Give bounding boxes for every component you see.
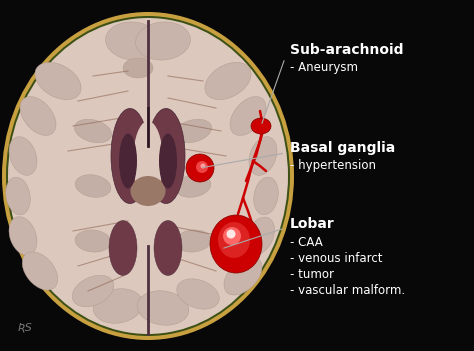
Ellipse shape bbox=[175, 230, 211, 252]
Ellipse shape bbox=[75, 175, 111, 197]
Ellipse shape bbox=[93, 289, 143, 323]
Ellipse shape bbox=[177, 279, 219, 309]
Text: - venous infarct: - venous infarct bbox=[290, 252, 383, 265]
Ellipse shape bbox=[196, 161, 208, 173]
Ellipse shape bbox=[9, 217, 37, 255]
Ellipse shape bbox=[119, 133, 137, 188]
Ellipse shape bbox=[75, 230, 111, 252]
Ellipse shape bbox=[123, 58, 153, 78]
Ellipse shape bbox=[72, 275, 114, 307]
Ellipse shape bbox=[254, 177, 278, 215]
Ellipse shape bbox=[74, 119, 111, 143]
Ellipse shape bbox=[111, 108, 149, 204]
Text: - vascular malform.: - vascular malform. bbox=[290, 284, 405, 297]
Ellipse shape bbox=[130, 176, 165, 206]
Ellipse shape bbox=[210, 215, 262, 273]
Ellipse shape bbox=[224, 257, 262, 295]
Ellipse shape bbox=[137, 291, 189, 325]
Ellipse shape bbox=[136, 22, 191, 60]
Ellipse shape bbox=[9, 137, 37, 175]
Ellipse shape bbox=[6, 177, 30, 215]
Text: - CAA: - CAA bbox=[290, 236, 323, 249]
Ellipse shape bbox=[8, 18, 288, 334]
Ellipse shape bbox=[2, 12, 294, 340]
Ellipse shape bbox=[106, 22, 160, 60]
Ellipse shape bbox=[246, 217, 274, 255]
Ellipse shape bbox=[205, 62, 251, 100]
Ellipse shape bbox=[218, 222, 250, 258]
Ellipse shape bbox=[249, 137, 277, 175]
Ellipse shape bbox=[223, 227, 241, 245]
Ellipse shape bbox=[175, 175, 211, 197]
Ellipse shape bbox=[6, 16, 290, 336]
Ellipse shape bbox=[35, 62, 81, 100]
Text: Lobar: Lobar bbox=[290, 217, 335, 231]
Ellipse shape bbox=[20, 97, 56, 135]
Text: - tumor: - tumor bbox=[290, 267, 334, 280]
Ellipse shape bbox=[154, 220, 182, 276]
Text: - Aneurysm: - Aneurysm bbox=[290, 61, 358, 74]
Ellipse shape bbox=[133, 121, 163, 201]
Ellipse shape bbox=[22, 252, 58, 290]
Ellipse shape bbox=[251, 118, 271, 134]
Ellipse shape bbox=[186, 154, 214, 182]
Ellipse shape bbox=[159, 133, 177, 188]
Ellipse shape bbox=[201, 164, 206, 168]
Ellipse shape bbox=[147, 108, 185, 204]
Text: - hypertension: - hypertension bbox=[290, 159, 376, 172]
Ellipse shape bbox=[109, 220, 137, 276]
Text: ƦS: ƦS bbox=[18, 323, 33, 333]
Ellipse shape bbox=[230, 97, 266, 135]
Text: Sub-arachnoid: Sub-arachnoid bbox=[290, 43, 403, 57]
Ellipse shape bbox=[227, 230, 236, 238]
Ellipse shape bbox=[174, 119, 211, 143]
Text: Basal ganglia: Basal ganglia bbox=[290, 141, 395, 155]
